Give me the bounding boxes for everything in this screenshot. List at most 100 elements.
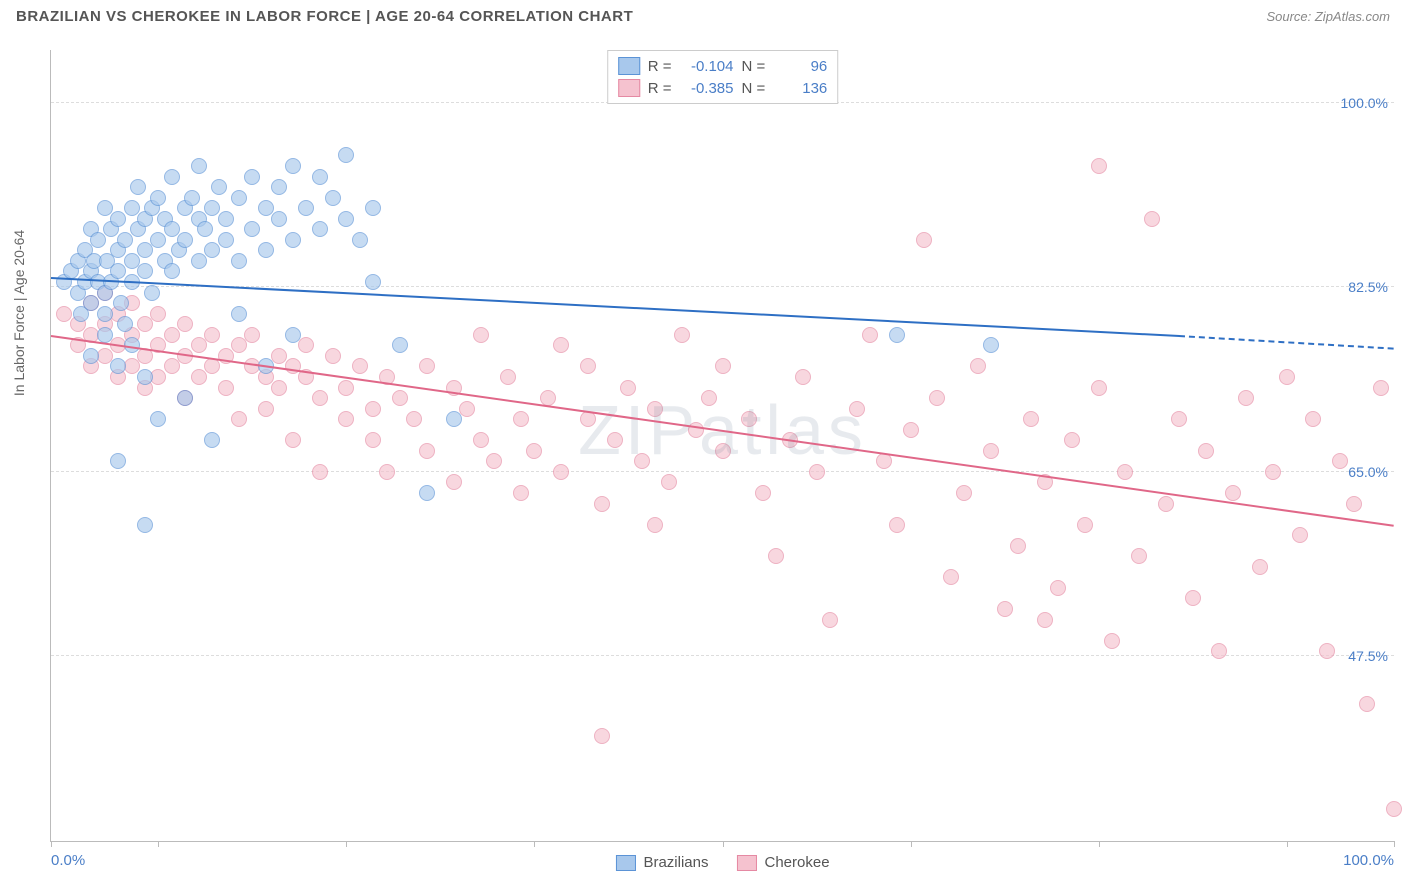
x-tick [911,841,912,847]
scatter-point [1252,559,1268,575]
scatter-point [1373,380,1389,396]
swatch-icon [615,855,635,871]
scatter-point [876,453,892,469]
x-tick [1394,841,1395,847]
scatter-point [970,358,986,374]
x-tick [51,841,52,847]
scatter-point [97,306,113,322]
correlation-legend: R = -0.104 N = 96 R = -0.385 N = 136 [607,50,839,104]
scatter-point [916,232,932,248]
scatter-point [83,348,99,364]
scatter-point [849,401,865,417]
scatter-point [298,200,314,216]
scatter-point [191,253,207,269]
scatter-point [1023,411,1039,427]
scatter-point [406,411,422,427]
scatter-point [211,179,227,195]
scatter-point [191,337,207,353]
n-value: 136 [773,80,827,97]
scatter-point [1185,590,1201,606]
scatter-point [338,411,354,427]
scatter-point [647,517,663,533]
scatter-point [164,358,180,374]
scatter-point [983,337,999,353]
scatter-point [473,327,489,343]
scatter-point [312,390,328,406]
scatter-point [117,232,133,248]
scatter-point [97,327,113,343]
scatter-plot: ZIPatlas R = -0.104 N = 96 R = -0.385 N … [50,50,1394,842]
scatter-point [1198,443,1214,459]
scatter-point [285,232,301,248]
scatter-point [90,232,106,248]
scatter-point [392,337,408,353]
scatter-point [674,327,690,343]
scatter-point [607,432,623,448]
scatter-point [164,263,180,279]
scatter-point [231,253,247,269]
scatter-point [177,316,193,332]
scatter-point [231,337,247,353]
legend-label: Cherokee [764,854,829,871]
scatter-point [1238,390,1254,406]
scatter-point [338,211,354,227]
scatter-point [150,190,166,206]
scatter-point [580,358,596,374]
scatter-point [500,369,516,385]
scatter-point [459,401,475,417]
scatter-point [231,411,247,427]
y-axis-title: In Labor Force | Age 20-64 [11,229,27,395]
source-credit: Source: ZipAtlas.com [1266,9,1390,24]
scatter-point [365,432,381,448]
scatter-point [231,306,247,322]
scatter-point [634,453,650,469]
scatter-point [184,190,200,206]
scatter-point [1359,696,1375,712]
legend-row-cherokee: R = -0.385 N = 136 [618,77,828,99]
scatter-point [929,390,945,406]
n-label: N = [742,80,766,97]
scatter-point [177,390,193,406]
scatter-point [258,242,274,258]
scatter-point [150,306,166,322]
swatch-icon [736,855,756,871]
scatter-point [943,569,959,585]
scatter-point [862,327,878,343]
scatter-point [1091,380,1107,396]
scatter-point [352,232,368,248]
scatter-point [661,474,677,490]
scatter-point [130,179,146,195]
legend-row-brazilians: R = -0.104 N = 96 [618,55,828,77]
scatter-point [197,221,213,237]
scatter-point [177,232,193,248]
scatter-point [1064,432,1080,448]
scatter-point [244,221,260,237]
scatter-point [218,232,234,248]
scatter-point [204,327,220,343]
scatter-point [594,728,610,744]
scatter-point [117,316,133,332]
scatter-point [392,390,408,406]
scatter-point [1010,538,1026,554]
series-legend: Brazilians Cherokee [615,854,829,871]
scatter-point [110,453,126,469]
scatter-point [1158,496,1174,512]
y-tick-label: 47.5% [1348,648,1388,664]
legend-item-brazilians: Brazilians [615,854,708,871]
scatter-point [956,485,972,501]
x-tick [1099,841,1100,847]
y-tick-label: 82.5% [1348,279,1388,295]
scatter-point [137,242,153,258]
plot-area: ZIPatlas R = -0.104 N = 96 R = -0.385 N … [50,50,1394,842]
scatter-point [244,169,260,185]
scatter-point [271,380,287,396]
scatter-point [218,380,234,396]
x-tick [1287,841,1288,847]
scatter-point [1332,453,1348,469]
scatter-point [325,190,341,206]
scatter-point [997,601,1013,617]
scatter-point [715,443,731,459]
scatter-point [526,443,542,459]
scatter-point [1225,485,1241,501]
x-tick [723,841,724,847]
